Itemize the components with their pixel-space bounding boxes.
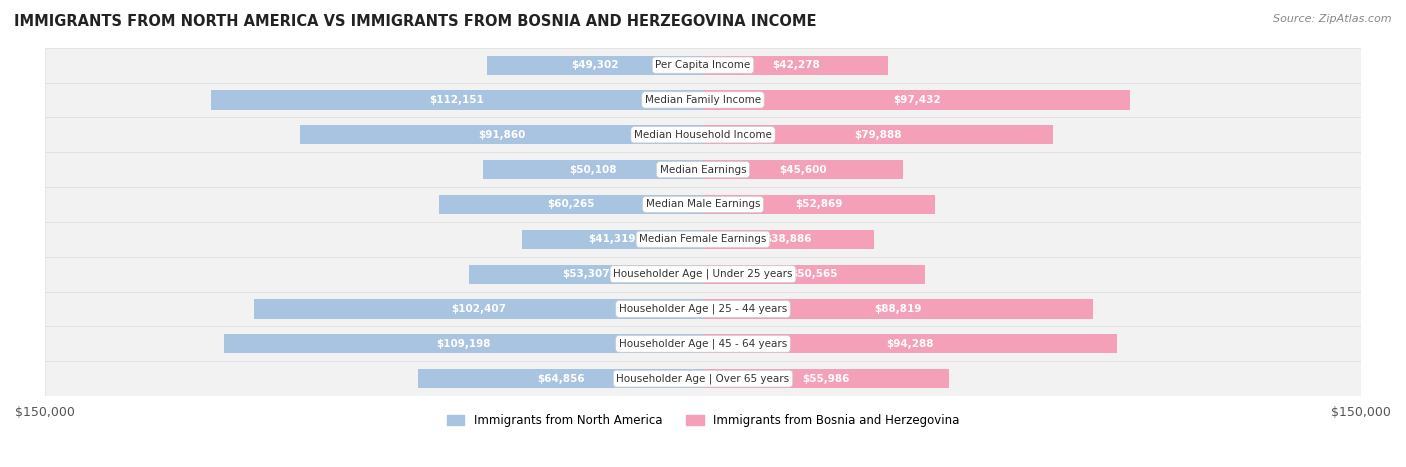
Text: $52,869: $52,869 [796,199,842,210]
Bar [703,265,925,284]
Text: Median Household Income: Median Household Income [634,130,772,140]
Text: Householder Age | 45 - 64 years: Householder Age | 45 - 64 years [619,339,787,349]
Text: Median Male Earnings: Median Male Earnings [645,199,761,210]
Text: Source: ZipAtlas.com: Source: ZipAtlas.com [1274,14,1392,24]
Bar [703,91,1130,110]
Text: $102,407: $102,407 [451,304,506,314]
Bar [703,195,935,214]
Text: $88,819: $88,819 [875,304,921,314]
Text: $50,108: $50,108 [569,165,617,175]
Bar [211,91,703,110]
Text: $42,278: $42,278 [772,60,820,70]
Text: IMMIGRANTS FROM NORTH AMERICA VS IMMIGRANTS FROM BOSNIA AND HERZEGOVINA INCOME: IMMIGRANTS FROM NORTH AMERICA VS IMMIGRA… [14,14,817,29]
Bar [470,265,703,284]
Text: $50,565: $50,565 [790,269,838,279]
Text: $49,302: $49,302 [571,60,619,70]
Bar [486,56,703,75]
Text: $79,888: $79,888 [855,130,903,140]
Bar [45,361,1361,396]
Bar [522,230,703,249]
Bar [45,326,1361,361]
Bar [419,369,703,388]
Text: Median Female Earnings: Median Female Earnings [640,234,766,244]
Bar [253,299,703,318]
Bar [439,195,703,214]
Bar [703,369,949,388]
Bar [45,152,1361,187]
Text: Median Family Income: Median Family Income [645,95,761,105]
Text: $109,198: $109,198 [436,339,491,349]
Legend: Immigrants from North America, Immigrants from Bosnia and Herzegovina: Immigrants from North America, Immigrant… [441,410,965,432]
Text: $55,986: $55,986 [801,374,849,384]
Text: $91,860: $91,860 [478,130,526,140]
Text: $94,288: $94,288 [886,339,934,349]
Text: $45,600: $45,600 [779,165,827,175]
Text: $60,265: $60,265 [547,199,595,210]
Bar [45,48,1361,83]
Bar [703,160,903,179]
Bar [45,117,1361,152]
Bar [703,299,1092,318]
Text: $41,319: $41,319 [589,234,636,244]
Text: Householder Age | Under 25 years: Householder Age | Under 25 years [613,269,793,279]
Text: Per Capita Income: Per Capita Income [655,60,751,70]
Bar [299,125,703,144]
Bar [45,222,1361,257]
Text: Householder Age | Over 65 years: Householder Age | Over 65 years [616,374,790,384]
Bar [45,187,1361,222]
Text: $64,856: $64,856 [537,374,585,384]
Bar [703,125,1053,144]
Text: Householder Age | 25 - 44 years: Householder Age | 25 - 44 years [619,304,787,314]
Bar [45,83,1361,117]
Bar [703,56,889,75]
Text: $38,886: $38,886 [765,234,813,244]
Bar [703,230,873,249]
Text: Median Earnings: Median Earnings [659,165,747,175]
Bar [224,334,703,354]
Bar [45,257,1361,291]
Bar [484,160,703,179]
Bar [45,291,1361,326]
Bar [703,334,1116,354]
Text: $112,151: $112,151 [430,95,485,105]
Text: $97,432: $97,432 [893,95,941,105]
Text: $53,307: $53,307 [562,269,610,279]
